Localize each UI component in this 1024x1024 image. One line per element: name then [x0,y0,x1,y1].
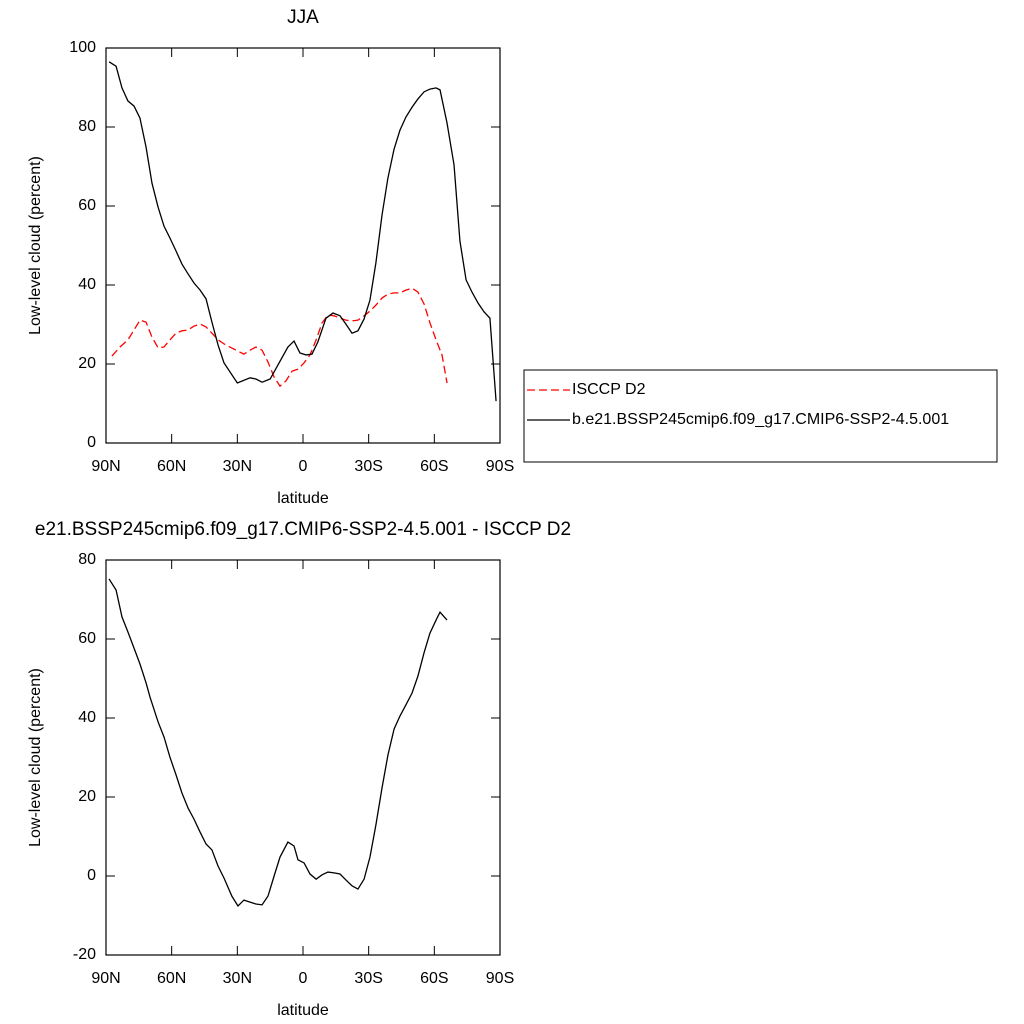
x-tick-label: 30N [223,970,252,987]
x-tick-label: 30N [223,458,252,475]
y-tick-label: 80 [78,551,96,568]
y-tick-label: 80 [78,118,96,135]
y-axis-label: Low-level cloud (percent) [27,668,44,847]
x-tick-label: 0 [299,970,308,987]
y-tick-label: 20 [78,355,96,372]
x-tick-label: 90S [486,970,514,987]
y-tick-label: 60 [78,630,96,647]
data-line [111,287,448,388]
x-tick-label: 0 [299,458,308,475]
legend-box [523,369,998,463]
x-tick-label: 30S [354,458,382,475]
y-axis-label: Low-level cloud (percent) [27,156,44,335]
chart-title: e21.BSSP245cmip6.f09_g17.CMIP6-SSP2-4.5.… [35,519,571,540]
x-tick-label: 60S [420,458,448,475]
y-tick-label: 40 [78,709,96,726]
data-line [108,578,448,908]
x-tick-label: 90N [91,458,120,475]
legend-label: b.e21.BSSP245cmip6.f09_g17.CMIP6-SSP2-4.… [572,411,949,428]
y-tick-label: 0 [87,867,96,884]
x-tick-label: 90N [91,970,120,987]
plot-frame [105,47,501,444]
x-axis-label: latitude [277,1002,329,1019]
data-line [108,61,497,402]
legend-label: ISCCP D2 [572,381,646,398]
y-tick-label: 60 [78,197,96,214]
chart-title: JJA [287,7,319,28]
y-tick-label: 20 [78,788,96,805]
x-tick-label: 90S [486,458,514,475]
y-tick-label: 0 [87,434,96,451]
x-tick-label: 60N [157,970,186,987]
y-tick-label: 40 [78,276,96,293]
x-tick-label: 60S [420,970,448,987]
plot-frame [105,559,501,956]
x-tick-label: 30S [354,970,382,987]
x-axis-label: latitude [277,490,329,507]
y-tick-label: -20 [73,946,96,963]
y-tick-label: 100 [69,39,96,56]
x-tick-label: 60N [157,458,186,475]
